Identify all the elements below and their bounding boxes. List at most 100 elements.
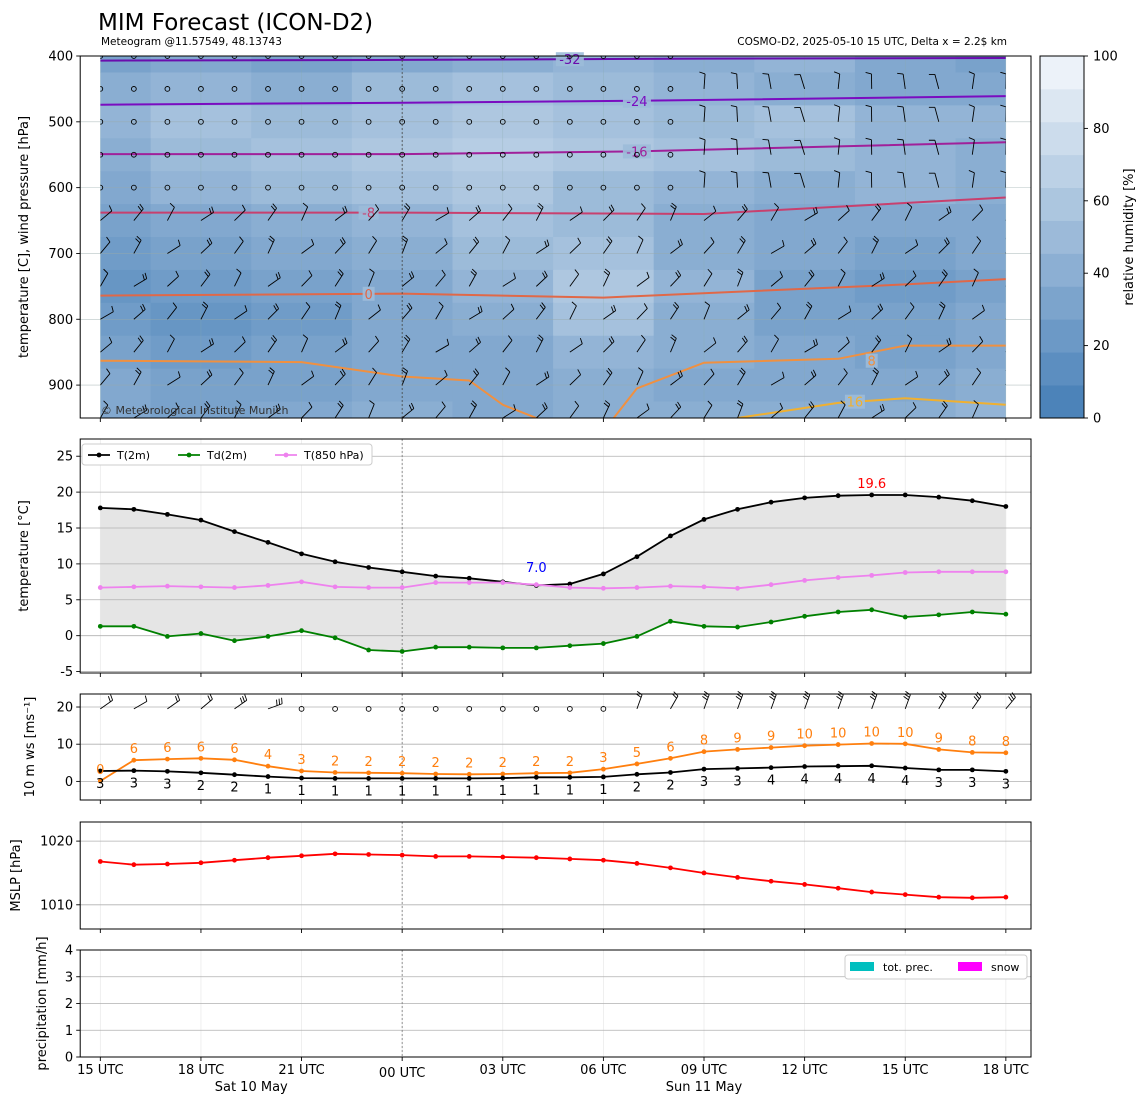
mslp-point [802,882,808,887]
wind-barb-feather [881,403,885,410]
wind-barb-shaft [100,373,111,386]
wind-barb-feather [406,304,411,311]
wind-barb-feather [474,236,480,243]
wind-barb [865,170,873,188]
wind-barb-feather [909,302,915,308]
wind-barb-shaft [636,207,646,221]
wind-barb [267,235,275,254]
calm-circle [131,56,137,59]
gust-value-label: 2 [331,754,339,769]
series-point-t2m [433,573,439,579]
legend-swatch-snow [958,962,982,971]
calm-circle [164,56,171,59]
colorbar-tick-label: 60 [1093,194,1110,209]
wind-barb-shaft [167,245,181,254]
x-tick-label: 12 UTC [781,1063,827,1078]
wind-barb [200,269,211,287]
wind-barb [703,337,717,353]
series-line-t850 [100,570,1006,590]
wind-barb [636,403,650,418]
wind-barb-feather [169,202,175,208]
mslp-point [198,860,204,866]
humidity-cell [754,72,856,106]
wind-barb-shaft [837,310,852,320]
wind-barb [536,402,548,418]
wind-barb [368,335,380,353]
gust-point [869,741,875,746]
wind-barb [535,334,544,353]
wind-speed-point [131,768,137,774]
wind-barb [670,334,677,353]
isotherm-label: 16 [847,396,864,411]
y-tick-label: 15 [57,522,74,537]
wind-barb [636,271,650,287]
wind-barb [837,204,850,221]
series-point-t2m [198,517,204,523]
wind-barb [401,367,408,386]
wind-barb-feather [446,207,450,214]
calm-circle [600,118,607,125]
wind-barb [167,270,179,287]
wind-barb [702,690,710,710]
wind-barb [502,203,513,221]
wind-barb-feather [638,235,644,241]
wind-barb [804,369,817,386]
series-point-t850 [600,585,606,591]
wind-barb-shaft [837,341,850,353]
wind-barb-feather [144,695,148,702]
wind-barb [928,73,940,90]
wind-barb [468,236,480,254]
wind-barb-feather [746,304,750,311]
x-tick-label: 03 UTC [480,1063,526,1078]
wind-barb-shaft [234,209,246,221]
humidity-cell [754,56,856,73]
wind-speed-value-label: 3 [163,777,171,792]
wind-barb-feather [477,307,481,314]
wind-barb-feather [275,303,280,309]
wind-barb-shaft [502,371,511,386]
wind-barb-feather [946,339,950,346]
gust-point [131,757,137,763]
wind-barb-feather [205,269,211,275]
wind-barb [762,171,772,188]
wind-barb-feather [401,238,407,243]
legend: T(2m) Td(2m) T(850 hPa) [81,443,373,466]
wind-barb [897,138,906,155]
y-tick-label: 10 [57,557,74,572]
wind-barb-shaft [368,340,379,353]
wind-barb-feather [177,694,181,701]
x-tick-label: 15 UTC [882,1063,928,1078]
mslp-point [936,894,942,900]
wind-barb-shaft [971,209,984,221]
y-tick-label: 800 [48,313,73,328]
calm-circle [198,86,204,92]
wind-barb [703,205,717,221]
wind-barb-feather [108,205,113,212]
wind-barb [368,268,375,287]
wind-barb [968,71,975,89]
wind-barb-feather [1000,71,1006,75]
wind-barb-feather [946,207,950,214]
mslp-point [600,857,606,863]
wind-barb [167,402,179,418]
wind-speed-value-label: 2 [666,778,674,793]
wind-barb [670,691,679,710]
wind-barb-feather [441,269,446,276]
wind-barb-feather [208,339,212,346]
mslp-point [768,878,774,884]
wind-barb-feather [846,204,850,211]
calm-circle [164,151,171,158]
wind-barb-feather [643,303,648,309]
wind-barb-shaft [301,244,314,254]
wind-barb-feather [405,334,411,340]
mslp-line [100,852,1006,899]
wind-barb [234,236,244,254]
wind-barb-feather [981,304,985,311]
wind-barb [871,272,885,287]
calm-circle [332,706,338,712]
wind-barb-shaft [837,106,841,122]
isotherm-line [100,359,540,418]
wind-barb-feather [273,305,278,311]
wind-barb [770,334,779,353]
wind-barb [167,371,181,386]
